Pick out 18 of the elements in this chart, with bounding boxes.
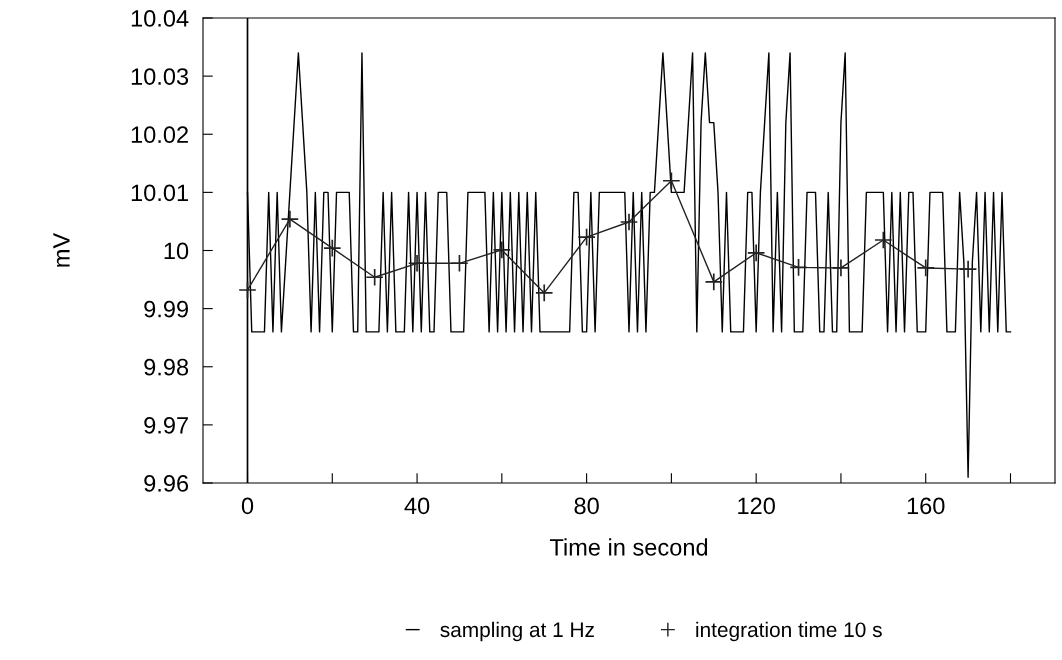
y-tick-label: 10.02	[131, 126, 188, 144]
y-tick-label: 9.96	[144, 475, 189, 492]
legend-label: integration time 10 s	[696, 621, 882, 642]
x-tick-label: 120	[738, 497, 775, 515]
y-tick-label: 10.01	[131, 184, 188, 202]
y-tick-label: 10.04	[131, 10, 189, 27]
x-axis-title: Time in second	[549, 538, 708, 556]
legend-label: sampling at 1 Hz	[440, 621, 594, 642]
x-tick-label: 0	[241, 497, 254, 515]
y-tick-label: 9.97	[144, 416, 188, 434]
y-tick-label: 10.03	[131, 68, 189, 85]
x-tick-label: 40	[404, 497, 430, 515]
y-tick-label: 9.99	[144, 300, 188, 318]
y-axis-title: mV	[53, 232, 70, 267]
y-tick-label: 9.98	[144, 358, 189, 376]
y-tick-label: 10	[164, 242, 189, 260]
x-tick-label: 160	[907, 497, 945, 515]
x-tick-label: 80	[574, 497, 599, 515]
